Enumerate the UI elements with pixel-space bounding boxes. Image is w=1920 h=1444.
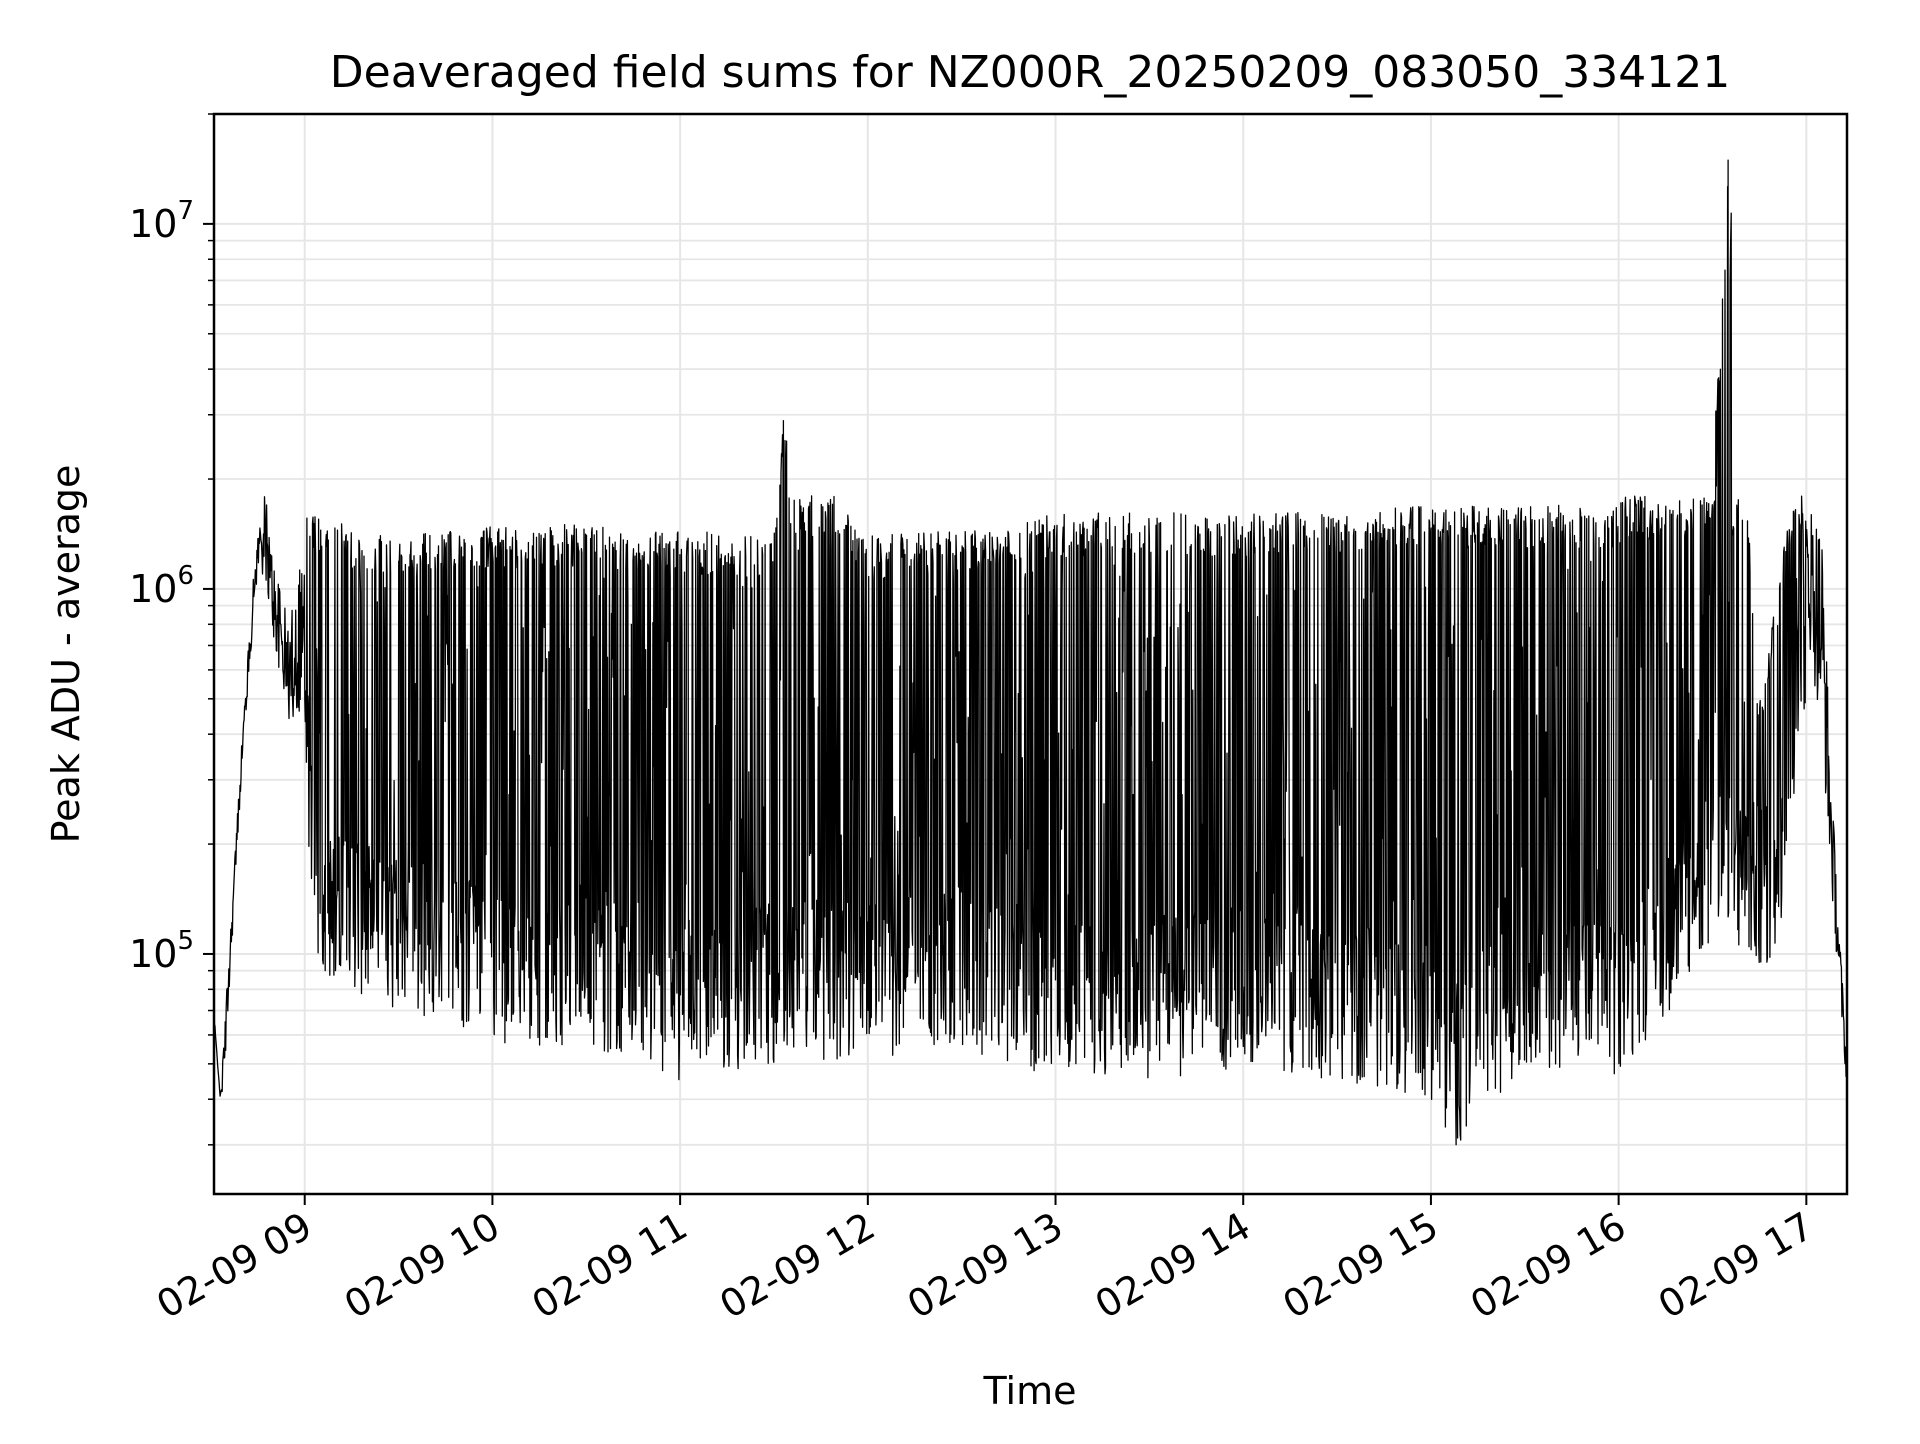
data-layer bbox=[213, 159, 1848, 1146]
y-tick-label: 105 bbox=[129, 926, 194, 976]
series-line bbox=[213, 159, 1848, 1146]
y-tick-label: 106 bbox=[129, 561, 194, 611]
y-tick-label: 107 bbox=[129, 196, 194, 246]
y-axis-label: Peak ADU - average bbox=[44, 465, 88, 844]
chart-title: Deaveraged field sums for NZ000R_2025020… bbox=[330, 47, 1730, 98]
x-axis-label: Time bbox=[983, 1369, 1077, 1413]
plot-frame bbox=[212, 112, 1849, 1196]
